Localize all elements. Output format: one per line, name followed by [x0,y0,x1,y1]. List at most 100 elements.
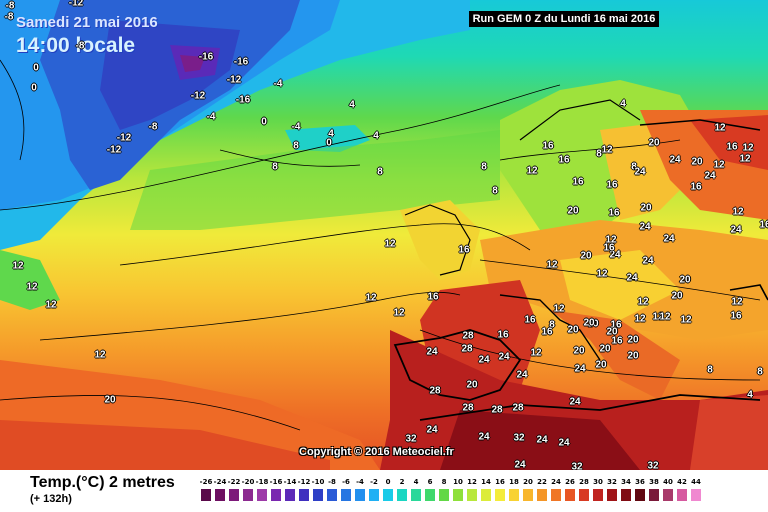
legend-swatch [257,489,267,501]
temperature-value: 12 [26,281,38,293]
legend-swatch [397,489,407,501]
temperature-value: 16 [572,176,584,188]
temperature-value: 16 [524,314,536,326]
legend-label: 22 [537,478,547,486]
forecast-local-time: 14:00 locale [16,34,136,57]
temperature-value: -12 [68,0,84,9]
temperature-value: 12 [637,296,649,308]
temperature-value: -4 [291,121,301,133]
temperature-value: 12 [634,313,646,325]
temperature-value: -16 [233,56,249,68]
legend-label: 16 [495,478,505,486]
legend-swatch [635,489,645,501]
legend-label: 12 [467,478,477,486]
legend-swatch [523,489,533,501]
temperature-value: 8 [757,366,763,378]
temperature-value: 4 [747,389,753,401]
legend-label: 28 [579,478,589,486]
temperature-value: -12 [106,144,122,156]
temperature-value: 12 [12,260,24,272]
legend-swatch [369,489,379,501]
temperature-value: 12 [530,347,542,359]
legend-label: -22 [227,478,241,486]
temperature-value: 12 [652,311,664,323]
legend-swatch [243,489,253,501]
temperature-value: 24 [558,437,570,449]
temperature-value: 4 [328,128,334,140]
forecast-date: Samedi 21 mai 2016 [16,14,158,31]
legend-swatch [229,489,239,501]
temperature-value: 20 [606,326,618,338]
temperature-value: 20 [627,350,639,362]
temperature-value: -4 [206,111,216,123]
temperature-value: 24 [498,351,510,363]
temperature-value: 12 [546,259,558,271]
temperature-value: 20 [671,290,683,302]
legend-label: -18 [255,478,269,486]
temperature-value: 12 [365,292,377,304]
legend-label: 0 [385,478,391,486]
temperature-value: 20 [466,379,478,391]
legend-label: 24 [551,478,561,486]
legend-label: 2 [399,478,405,486]
legend-swatch [215,489,225,501]
legend-swatch [341,489,351,501]
temperature-value: 16 [610,319,622,331]
temperature-value: 32 [513,432,525,444]
legend-swatch [299,489,309,501]
temperature-value: -8 [148,121,158,133]
temperature-value: 28 [429,385,441,397]
legend-swatch [621,489,631,501]
legend-swatch [551,489,561,501]
legend-swatch [579,489,589,501]
temperature-value: 8 [492,185,498,197]
temperature-value: -4 [273,78,283,90]
temperature-value: 24 [642,255,654,267]
temperature-value: 12 [680,314,692,326]
legend-swatch [271,489,281,501]
temperature-value: 12 [659,311,671,323]
temperature-value: 24 [704,170,716,182]
legend-label: 26 [565,478,575,486]
british-isles [400,200,480,280]
temperature-value: 16 [608,207,620,219]
temperature-value: 24 [478,431,490,443]
temperature-value: -8 [4,11,14,23]
temperature-value: 16 [606,179,618,191]
temperature-value: -12 [226,74,242,86]
temperature-value: 20 [587,318,599,330]
temperature-value: 12 [45,299,57,311]
temperature-value: 20 [104,394,116,406]
legend-swatch [355,489,365,501]
temperature-value: 4 [349,99,355,111]
temperature-value: 0 [33,62,39,74]
temperature-value: 24 [514,459,526,471]
forecast-hours: (+ 132h) [30,493,72,505]
temperature-value: 24 [478,354,490,366]
temperature-value: -12 [190,90,206,102]
legend-swatch [481,489,491,501]
temperature-value: 28 [491,404,503,416]
legend-label: -20 [241,478,255,486]
temperature-value: 20 [580,250,592,262]
temperature-value: 24 [609,249,621,261]
legend-label: -10 [311,478,325,486]
temperature-value: 8 [631,161,637,173]
temperature-value: -16 [235,94,251,106]
legend-label: -4 [356,478,364,486]
temperature-value: -8 [75,40,85,52]
temperature-value: 12 [732,206,744,218]
temperature-value: 28 [462,402,474,414]
legend-label: 20 [523,478,533,486]
temperature-value: 12 [713,159,725,171]
model-run-info: Run GEM 0 Z du Lundi 16 mai 2016 [469,11,659,27]
legend-label: -2 [370,478,378,486]
temperature-value: 28 [462,330,474,342]
temperature-value: 20 [567,324,579,336]
temperature-value: 12 [596,268,608,280]
temperature-value: 24 [426,346,438,358]
temperature-value: 20 [567,205,579,217]
temperature-value: 12 [605,234,617,246]
temperature-map [0,0,768,470]
legend-label: -24 [213,478,227,486]
